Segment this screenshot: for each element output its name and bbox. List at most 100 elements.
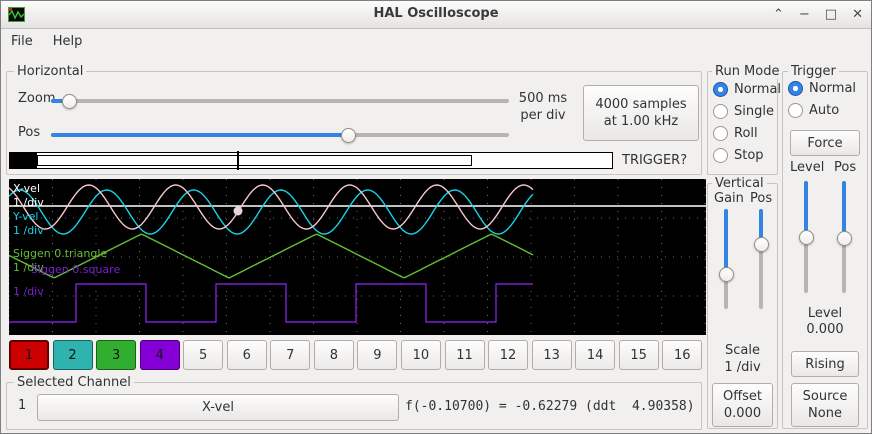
menu-help[interactable]: Help xyxy=(52,34,83,49)
timebase-value: 500 ms xyxy=(518,91,568,106)
timebase-unit: per div xyxy=(520,108,566,123)
trigger-level-slider-handle[interactable] xyxy=(798,229,814,245)
scope-channel-label: 1 /div xyxy=(13,224,44,237)
vertical-pos-slider-track[interactable] xyxy=(759,209,763,309)
radio-normal[interactable]: Normal xyxy=(788,81,856,96)
minimize-button[interactable]: − xyxy=(798,7,810,22)
channel-button-14[interactable]: 14 xyxy=(575,340,616,370)
selected-channel-frame xyxy=(6,382,702,430)
channel-button-16[interactable]: 16 xyxy=(662,340,703,370)
trigger-edge-button[interactable]: Rising xyxy=(791,351,859,377)
run-mode-radios: Normal Single Roll Stop xyxy=(713,82,781,163)
vertical-gain-slider-handle[interactable] xyxy=(718,266,734,282)
trigger-level-caption: Level xyxy=(807,306,843,321)
trigger-point-dot xyxy=(233,206,243,216)
vertical-frame-label: Vertical xyxy=(712,176,767,191)
vertical-gain-slider-track[interactable] xyxy=(724,209,728,309)
window-controls: ⌃ − □ ✕ xyxy=(773,1,863,28)
scope-channel-label: 1 /div xyxy=(13,261,44,274)
selected-channel-frame-label: Selected Channel xyxy=(14,375,134,390)
trigger-force-button[interactable]: Force xyxy=(790,130,860,156)
trigger-question-label: TRIGGER? xyxy=(622,153,688,168)
selected-channel-index: 1 xyxy=(18,398,27,413)
horizontal-pos-slider[interactable] xyxy=(51,127,509,143)
vertical-gain-label: Gain xyxy=(714,191,744,206)
radio-label: Normal xyxy=(809,81,857,96)
samples-count: 4000 samples xyxy=(595,97,687,112)
channel-button-5[interactable]: 5 xyxy=(183,340,224,370)
record-position-bar[interactable] xyxy=(9,151,613,170)
trigger-source-caption: Source xyxy=(802,389,848,404)
radio-label: Auto xyxy=(809,103,840,118)
channel-button-8[interactable]: 8 xyxy=(313,340,354,370)
menu-file[interactable]: File xyxy=(11,34,33,49)
selected-channel-name-button[interactable]: X-vel xyxy=(37,394,399,421)
menubar: File Help xyxy=(1,29,871,54)
radio-label: Stop xyxy=(734,148,764,163)
channel-button-12[interactable]: 12 xyxy=(488,340,529,370)
samples-button[interactable]: 4000 samples at 1.00 kHz xyxy=(583,85,699,141)
channel-button-3[interactable]: 3 xyxy=(96,340,137,370)
radio-auto[interactable]: Auto xyxy=(788,103,856,118)
zoom-slider[interactable] xyxy=(51,93,509,109)
horizontal-pos-slider-track[interactable] xyxy=(51,133,509,137)
trigger-level-value: 0.000 xyxy=(806,322,844,337)
run-mode-frame-label: Run Mode xyxy=(712,64,783,79)
vertical-gain-slider[interactable] xyxy=(718,209,734,309)
scope-channel-label: Siggen 0.triangle xyxy=(13,247,107,260)
radio-dot[interactable] xyxy=(788,103,803,118)
scope-channel-label: X-vel xyxy=(13,182,40,195)
radio-stop[interactable]: Stop xyxy=(713,148,781,163)
waveform-siggen-0-triangle xyxy=(9,233,534,279)
trigger-level-label: Level xyxy=(790,160,825,175)
channel-button-9[interactable]: 9 xyxy=(357,340,398,370)
channel-button-11[interactable]: 11 xyxy=(444,340,485,370)
vertical-scale-caption: Scale xyxy=(725,343,760,358)
channel-button-7[interactable]: 7 xyxy=(270,340,311,370)
channel-button-4[interactable]: 4 xyxy=(139,340,180,370)
horizontal-pos-slider-handle[interactable] xyxy=(341,127,357,143)
samples-rate: at 1.00 kHz xyxy=(603,114,679,129)
vertical-offset-value: 0.000 xyxy=(723,406,762,421)
zoom-slider-track[interactable] xyxy=(51,99,509,103)
radio-label: Roll xyxy=(734,126,758,141)
radio-dot[interactable] xyxy=(713,148,728,163)
vertical-offset-button[interactable]: Offset 0.000 xyxy=(712,383,773,427)
vertical-offset-caption: Offset xyxy=(722,389,763,404)
channel-button-2[interactable]: 2 xyxy=(52,340,93,370)
vertical-scale-value: 1 /div xyxy=(724,360,761,375)
channel-button-13[interactable]: 13 xyxy=(531,340,572,370)
close-button[interactable]: ✕ xyxy=(852,7,863,22)
vertical-pos-slider-handle[interactable] xyxy=(753,237,769,253)
timebase-readout: 500 ms per div xyxy=(511,90,575,124)
radio-label: Single xyxy=(734,104,774,119)
scope-channel-label: Y-vel xyxy=(12,210,38,223)
scope-channel-label: 1 /div xyxy=(13,196,44,209)
maximize-button[interactable]: □ xyxy=(824,7,838,22)
channel-button-1[interactable]: 1 xyxy=(9,340,49,370)
horizontal-frame xyxy=(6,71,702,175)
trigger-source-button[interactable]: Source None xyxy=(791,383,859,427)
shade-button[interactable]: ⌃ xyxy=(772,7,784,22)
channel-button-15[interactable]: 15 xyxy=(618,340,659,370)
channel-button-6[interactable]: 6 xyxy=(226,340,267,370)
zoom-slider-handle[interactable] xyxy=(62,93,78,109)
titlebar[interactable]: HAL Oscilloscope ⌃ − □ ✕ xyxy=(1,1,871,29)
window-title: HAL Oscilloscope xyxy=(373,6,499,21)
radio-single[interactable]: Single xyxy=(713,104,781,119)
radio-dot[interactable] xyxy=(788,81,803,96)
vertical-pos-slider[interactable] xyxy=(753,209,769,309)
trigger-level-slider[interactable] xyxy=(798,181,814,293)
scope-channel-label: Siggen 0.square xyxy=(31,263,120,276)
radio-roll[interactable]: Roll xyxy=(713,126,781,141)
trigger-pos-label: Pos xyxy=(834,160,857,175)
radio-dot[interactable] xyxy=(713,82,728,97)
radio-dot[interactable] xyxy=(713,104,728,119)
trigger-pos-slider-handle[interactable] xyxy=(836,231,852,247)
trigger-pos-slider[interactable] xyxy=(836,181,852,293)
radio-dot[interactable] xyxy=(713,126,728,141)
radio-normal[interactable]: Normal xyxy=(713,82,781,97)
channel-button-10[interactable]: 10 xyxy=(400,340,441,370)
